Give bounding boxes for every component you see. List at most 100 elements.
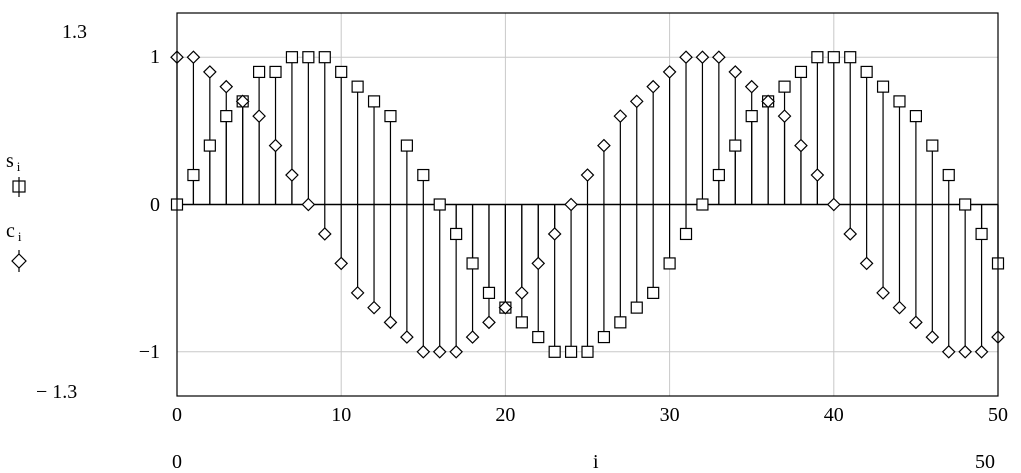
point-diamond-c_i [909,315,923,330]
point-diamond-c_i [580,168,595,182]
point-square-s_i [335,65,348,79]
point-square-s_i [581,345,594,358]
point-square-s_i [302,51,315,64]
point-square-s_i [975,227,988,241]
legend-name-c: c [6,220,15,242]
point-diamond-c_i [465,330,480,344]
point-diamond-c_i [744,79,759,94]
point-diamond-c_i [514,286,529,300]
y-max-label: 1.3 [62,21,87,43]
plot-frame [176,12,999,397]
point-diamond-c_i [564,197,578,212]
point-diamond-c_i [285,168,299,182]
x-tick-label: 0 [172,404,182,426]
point-diamond-c_i [794,138,808,153]
point-square-s_i [466,257,479,270]
point-diamond-c_i [383,315,398,330]
point-diamond-c_i [876,286,890,300]
point-diamond-c_i [761,94,775,109]
x-tick-label: 20 [495,404,516,426]
point-square-s_i [811,51,824,64]
point-diamond-c_i [646,79,661,94]
x-min-label: 0 [172,451,182,473]
legend-sub-s: i [16,159,21,174]
point-square-s_i [630,301,643,314]
point-diamond-c_i [186,50,201,65]
point-square-s_i [203,139,216,152]
markers [170,50,1005,359]
point-square-s_i [860,65,873,79]
point-diamond-c_i [498,300,513,315]
point-square-s_i [367,95,381,108]
point-square-s_i [532,330,545,344]
point-diamond-c_i [859,256,874,271]
y-tick-label: 0 [150,193,160,216]
point-diamond-c_i [301,197,316,212]
point-square-s_i [400,139,413,152]
point-diamond-c_i [531,256,546,271]
point-diamond-c_i [416,344,431,359]
point-square-s_i [696,198,709,211]
point-square-s_i [597,330,611,344]
point-diamond-c_i [317,227,332,241]
legend-name-s: s [6,150,14,172]
point-diamond-c_i [252,109,266,123]
point-square-s_i [351,80,364,93]
point-diamond-c_i [974,344,989,359]
point-diamond-c_i [235,94,250,109]
point-diamond-c_i [350,286,365,300]
point-diamond-c_i [662,65,677,79]
x-max-label: 50 [975,451,995,473]
point-diamond-c_i [958,344,973,359]
point-diamond-c_i [449,344,463,359]
point-square-s_i [794,65,808,79]
y-min-label: − 1.3 [36,381,78,403]
point-square-s_i [827,51,840,64]
point-square-s_i [778,80,791,93]
point-square-s_i [614,316,627,329]
point-diamond-c_i [613,109,628,123]
point-diamond-c_i [367,300,381,315]
point-square-s_i [564,345,578,358]
point-square-s_i [220,110,233,123]
x-tick-label: 40 [823,404,844,426]
point-diamond-c_i [547,227,562,241]
point-square-s_i [679,227,693,241]
x-tick-label: 30 [659,404,680,426]
point-square-s_i [482,286,496,299]
point-diamond-c_i [334,256,349,271]
point-diamond-c_i [843,227,858,241]
legend-square-icon [12,177,26,197]
point-square-s_i [876,80,890,93]
point-square-s_i [745,110,758,123]
x-tick-label: 10 [331,404,352,426]
point-diamond-c_i [695,50,710,65]
point-diamond-c_i [400,330,414,344]
point-diamond-c_i [728,65,743,79]
point-diamond-c_i [679,50,693,65]
point-diamond-c_i [432,344,447,359]
point-square-s_i [515,316,528,329]
point-square-s_i [893,95,906,108]
point-square-s_i [909,110,923,123]
point-square-s_i [647,286,660,299]
point-diamond-c_i [268,138,283,153]
point-square-s_i [959,198,972,211]
point-square-s_i [729,139,742,152]
point-square-s_i [942,168,955,182]
point-diamond-c_i [810,168,825,182]
point-square-s_i [285,51,299,64]
point-square-s_i [926,139,939,152]
point-square-s_i [187,168,200,182]
point-square-s_i [253,65,266,79]
point-diamond-c_i [941,344,956,359]
point-square-s_i [384,110,397,123]
point-square-s_i [663,257,676,270]
x-axis-label: i [593,451,599,473]
point-diamond-c_i [202,65,217,79]
point-square-s_i [318,51,331,64]
point-square-s_i [548,345,561,358]
point-diamond-c_i [597,138,611,153]
